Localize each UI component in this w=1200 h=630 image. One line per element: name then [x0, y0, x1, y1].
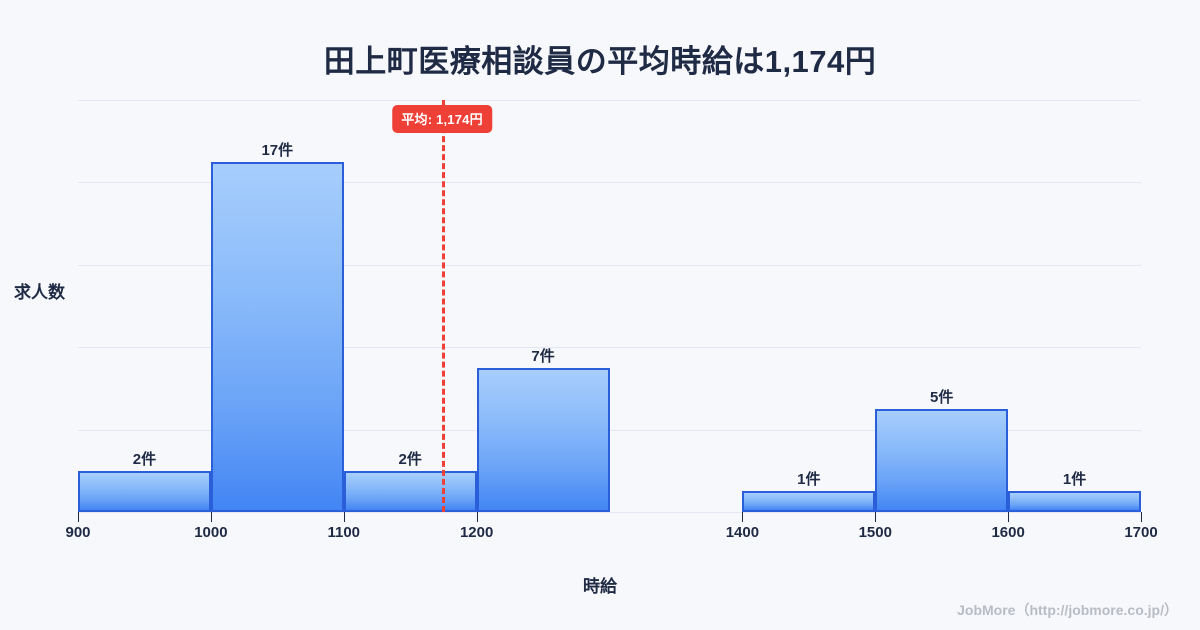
watermark: JobMore（http://jobmore.co.jp/）: [957, 602, 1178, 618]
gridline: [78, 347, 1141, 349]
gridline: [78, 429, 1141, 431]
bar-value-label: 2件: [132, 450, 157, 468]
histogram-bar[interactable]: [78, 470, 211, 512]
x-axis-tick-label: 900: [65, 524, 91, 541]
histogram-bar[interactable]: [1008, 491, 1141, 512]
x-axis-tick: [210, 512, 212, 522]
gridline: [78, 100, 1141, 101]
bar-value-label: 1件: [797, 471, 821, 489]
bar-value-label: 7件: [531, 347, 555, 365]
x-axis-tick-label: 1600: [991, 524, 1025, 541]
histogram-bar[interactable]: [343, 470, 477, 512]
x-axis-tick: [476, 512, 478, 522]
x-axis-tick: [1141, 512, 1142, 522]
x-axis-tick: [875, 512, 877, 522]
x-axis-tick: [78, 512, 79, 522]
bar-value-label: 1件: [1062, 471, 1087, 489]
chart-title: 田上町医療相談員の平均時給は1,174円: [323, 44, 877, 79]
y-axis-title: 求人数: [14, 283, 65, 302]
average-line: [442, 100, 446, 512]
x-axis-tick: [742, 512, 744, 522]
x-axis-tick-label: 1400: [725, 524, 760, 541]
x-axis-tick: [343, 512, 345, 522]
gridline: [78, 264, 1141, 266]
histogram-bar[interactable]: [476, 367, 610, 512]
x-axis-tick: [1008, 512, 1010, 522]
gridline: [78, 182, 1141, 184]
x-axis-baseline: [78, 512, 1141, 513]
x-axis-tick-label: 1500: [858, 524, 892, 541]
x-axis-tick-label: 1000: [194, 524, 228, 541]
histogram-bar[interactable]: [875, 409, 1009, 512]
bar-value-label: 17件: [261, 141, 294, 159]
histogram-bar[interactable]: [742, 491, 876, 512]
x-axis-tick-label: 1200: [459, 524, 494, 541]
x-axis-title: 時給: [583, 577, 617, 596]
x-axis-tick-label: 1700: [1124, 524, 1158, 541]
bar-value-label: 5件: [930, 389, 954, 406]
bar-value-label: 2件: [398, 450, 422, 468]
histogram-bar[interactable]: [210, 161, 344, 512]
x-axis-tick-label: 1100: [327, 524, 361, 541]
average-badge: 平均: 1,174円: [392, 105, 492, 133]
plot-area: [78, 100, 1141, 512]
